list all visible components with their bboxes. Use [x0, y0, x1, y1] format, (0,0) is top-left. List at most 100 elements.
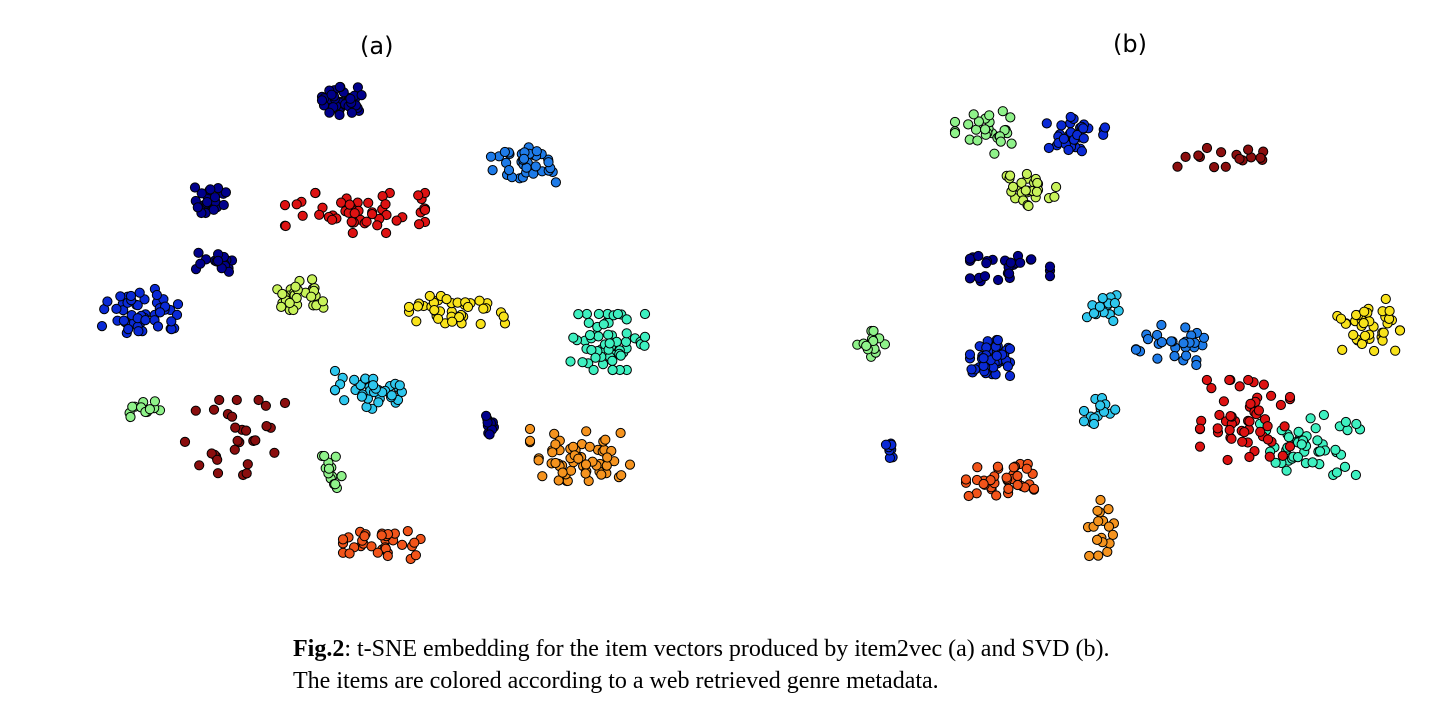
scatter-point [993, 274, 1004, 286]
scatter-point [336, 197, 347, 208]
scatter-point [133, 326, 144, 337]
scatter-point [615, 350, 626, 361]
scatter-point [280, 220, 291, 232]
scatter-point [978, 478, 989, 490]
scatter-point [269, 447, 280, 458]
scatter-point [447, 316, 458, 327]
scatter-point [503, 165, 515, 176]
scatter-point [966, 364, 977, 375]
scatter-point [424, 290, 435, 302]
scatter-point [1092, 534, 1103, 546]
scatter-point [1378, 327, 1389, 338]
scatter-point [1107, 529, 1119, 541]
scatter-point [337, 534, 349, 545]
scatter-point [593, 308, 605, 320]
scatter-point [149, 396, 160, 407]
scatter-point [413, 190, 424, 201]
scatter-point [547, 447, 558, 458]
scatter-point [1318, 409, 1330, 421]
scatter-point [621, 314, 632, 325]
scatter-point [537, 471, 548, 482]
scatter-point [1093, 550, 1104, 561]
scatter-point [1032, 177, 1043, 189]
scatter-point [380, 199, 391, 210]
scatter-point [557, 467, 568, 478]
scatter-point [577, 357, 588, 368]
scatter-point [195, 258, 206, 269]
scatter-point [1270, 457, 1281, 468]
scatter-point [1340, 416, 1352, 428]
scatter-point [1209, 162, 1220, 173]
scatter-point [1264, 451, 1275, 462]
caption-line-2: The items are colored according to a web… [293, 668, 939, 694]
scatter-point [1284, 441, 1296, 452]
scatter-point [1076, 146, 1088, 157]
scatter-point [1201, 142, 1213, 154]
scatter-point [973, 250, 984, 262]
scatter-point [307, 274, 318, 285]
scatter-point [1044, 271, 1056, 282]
scatter-point [1005, 257, 1016, 268]
scatter-point [568, 332, 579, 343]
scatter-point [1041, 118, 1052, 129]
scatter-point [1277, 450, 1288, 461]
scatter-point [166, 316, 177, 327]
scatter-point [602, 452, 613, 463]
scatter-point [991, 350, 1002, 361]
scatter-point [621, 328, 632, 339]
scatter-point [1275, 399, 1287, 411]
scatter-point [1108, 315, 1119, 327]
scatter-point [1390, 345, 1401, 356]
scatter-point [543, 157, 554, 168]
scatter-point [356, 90, 367, 101]
scatter-point [588, 364, 599, 376]
scatter-point [206, 448, 217, 459]
scatter-point [1226, 433, 1237, 444]
scatter-point [1330, 444, 1341, 455]
scatter-point [868, 325, 879, 337]
scatter-point [1044, 261, 1056, 272]
scatter-point [1293, 426, 1304, 437]
scatter-point [326, 89, 337, 100]
scatter-point [115, 291, 126, 302]
scatter-point [1384, 305, 1395, 317]
scatter-point [382, 550, 393, 562]
caption-line-1: : t-SNE embedding for the item vectors p… [344, 636, 1110, 662]
scatter-point [209, 192, 221, 203]
scatter-point [260, 400, 271, 411]
scatter-point [433, 313, 444, 324]
scatter-point [1001, 472, 1012, 483]
scatter-point [620, 336, 632, 347]
scatter-point [1056, 120, 1067, 131]
scatter-point [481, 410, 492, 421]
scatter-point [330, 479, 341, 490]
scatter-point [1088, 418, 1100, 430]
scatter-point [1026, 254, 1037, 265]
scatter-point [397, 539, 408, 551]
scatter-point [868, 335, 879, 347]
scatter-point [218, 199, 229, 211]
scatter-point [1279, 421, 1290, 432]
scatter-point [1296, 439, 1307, 450]
scatter-point [349, 374, 360, 385]
scatter-point [372, 220, 383, 231]
panel-a: (a) [70, 0, 710, 600]
scatter-point [454, 312, 465, 323]
scatter-series-a [96, 81, 651, 565]
scatter-point [498, 311, 509, 322]
scatter-point [1369, 345, 1380, 357]
scatter-point [179, 436, 191, 447]
scatter-point [484, 429, 495, 440]
scatter-point [1088, 308, 1100, 319]
scatter-point [1224, 424, 1235, 436]
scatter-point [581, 308, 593, 320]
scatter-point [1305, 413, 1316, 424]
scatter-point [214, 394, 225, 406]
scatter-point [861, 340, 872, 351]
scatter-point [1193, 150, 1204, 161]
scatter-point [568, 441, 579, 452]
scatter-point [118, 315, 130, 326]
scatter-point [316, 95, 328, 106]
scatter-point [1169, 351, 1180, 362]
scatter-point [297, 210, 308, 221]
